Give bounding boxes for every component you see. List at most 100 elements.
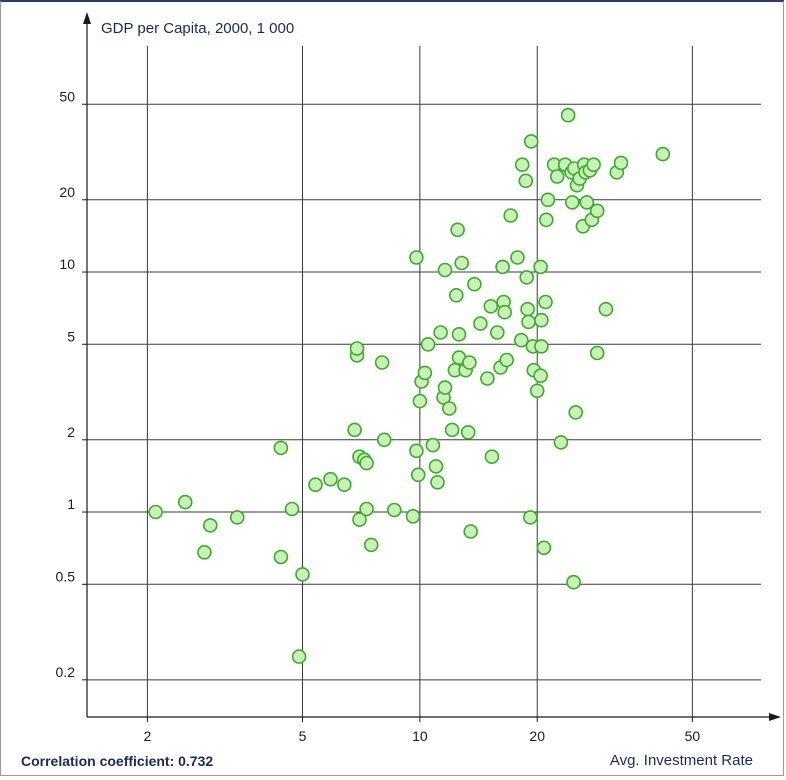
y-tick-label: 0.5 — [56, 568, 76, 584]
data-point — [568, 405, 584, 420]
data-point — [352, 512, 367, 527]
data-point — [495, 259, 510, 275]
x-axis-arrow — [769, 713, 781, 721]
data-point — [433, 325, 448, 340]
data-point — [347, 422, 362, 438]
data-point — [513, 332, 529, 348]
data-point — [534, 339, 549, 354]
data-point — [308, 477, 323, 493]
data-point — [460, 424, 476, 440]
data-point — [229, 510, 245, 525]
data-point — [529, 383, 545, 399]
data-point — [430, 474, 445, 490]
data-point — [655, 146, 671, 162]
data-point — [589, 345, 605, 361]
x-tick-label: 2 — [143, 728, 151, 744]
data-point — [553, 435, 569, 450]
data-point — [359, 455, 374, 471]
data-point — [336, 477, 352, 493]
data-point — [518, 173, 534, 189]
data-point — [412, 393, 428, 409]
data-point — [514, 157, 530, 172]
data-point — [522, 510, 538, 525]
data-point — [536, 540, 552, 556]
data-point — [284, 501, 300, 517]
data-point — [510, 250, 525, 265]
data-point — [295, 567, 310, 582]
y-tick-label: 5 — [67, 328, 75, 344]
data-point — [450, 222, 465, 238]
data-point — [467, 276, 482, 292]
data-point — [428, 459, 444, 474]
data-point — [405, 508, 421, 524]
data-point — [273, 440, 289, 456]
y-tick-label: 10 — [59, 256, 75, 272]
data-point — [586, 157, 601, 172]
data-point — [538, 294, 553, 310]
data-point — [497, 304, 513, 320]
data-point — [177, 494, 193, 510]
data-point — [363, 537, 379, 553]
data-point — [444, 422, 460, 438]
data-point — [448, 287, 464, 303]
y-tick-label: 20 — [59, 184, 75, 200]
data-point — [560, 107, 576, 123]
data-point — [323, 471, 338, 487]
x-axis-title: Avg. Investment Rate — [609, 752, 753, 769]
data-point — [203, 518, 218, 533]
data-point — [376, 432, 392, 448]
data-point — [451, 326, 467, 342]
data-point — [409, 443, 424, 459]
data-point — [503, 208, 519, 223]
data-point — [534, 312, 549, 328]
data-point — [409, 250, 424, 265]
x-tick-label: 5 — [299, 728, 307, 744]
data-point — [533, 368, 548, 384]
data-point — [462, 355, 477, 370]
data-point — [549, 169, 565, 184]
data-point — [489, 325, 505, 340]
data-point — [273, 549, 289, 565]
data-point — [349, 341, 365, 356]
axes — [82, 12, 781, 722]
data-point — [386, 502, 402, 518]
data-point — [579, 195, 595, 210]
data-point — [359, 501, 374, 517]
x-tick-label: 50 — [685, 728, 701, 744]
data-point — [520, 301, 535, 317]
y-axis-title: GDP per Capita, 2000, 1 000 — [101, 20, 295, 37]
data-point — [417, 365, 433, 381]
data-point — [589, 203, 605, 219]
x-tick-label: 10 — [412, 728, 428, 744]
data-point — [437, 380, 453, 395]
data-point — [420, 336, 436, 352]
data-point — [148, 504, 163, 520]
data-point — [519, 270, 535, 285]
data-point — [441, 401, 457, 416]
y-tick-label: 50 — [59, 88, 75, 104]
data-points — [148, 107, 671, 664]
data-point — [538, 212, 554, 228]
data-point — [425, 437, 441, 453]
data-point — [598, 301, 614, 317]
data-point — [533, 259, 548, 275]
data-point — [463, 524, 479, 539]
data-point — [410, 467, 426, 483]
y-tick-label: 0.2 — [56, 664, 76, 680]
y-axis-arrow — [83, 12, 91, 24]
data-point — [197, 544, 212, 560]
x-tick-label: 20 — [529, 728, 545, 744]
data-point — [523, 134, 539, 149]
data-point — [483, 298, 499, 314]
data-point — [566, 574, 581, 590]
correlation-annotation: Correlation coefficient: 0.732 — [21, 753, 214, 769]
data-point — [540, 192, 556, 208]
data-point — [473, 316, 488, 331]
tick-labels: 2 5 10 20 50 0.2 0.5 1 2 5 10 20 50 — [56, 88, 701, 744]
data-point — [521, 314, 536, 330]
grid-lines — [87, 46, 761, 717]
data-point — [291, 649, 307, 664]
data-point — [613, 155, 629, 171]
